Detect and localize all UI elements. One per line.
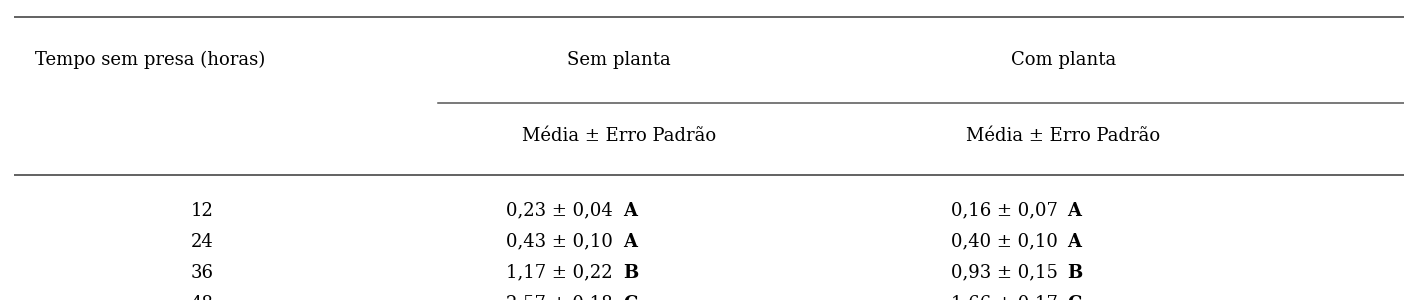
Text: 0,16 ± 0,07: 0,16 ± 0,07 [950,202,1064,220]
Text: 1,17 ± 0,22: 1,17 ± 0,22 [506,264,618,282]
Text: Tempo sem presa (horas): Tempo sem presa (horas) [35,51,265,69]
Text: Com planta: Com planta [1011,51,1116,69]
Text: 1,66 ± 0,17: 1,66 ± 0,17 [950,295,1064,300]
Text: Sem planta: Sem planta [567,51,671,69]
Text: C: C [623,295,637,300]
Text: 0,43 ± 0,10: 0,43 ± 0,10 [506,233,618,251]
Text: 24: 24 [190,233,213,251]
Text: 2,57 ± 0,18: 2,57 ± 0,18 [506,295,618,300]
Text: Média ± Erro Padrão: Média ± Erro Padrão [522,127,716,145]
Text: A: A [1068,233,1082,251]
Text: 0,40 ± 0,10: 0,40 ± 0,10 [950,233,1064,251]
Text: A: A [623,233,637,251]
Text: A: A [623,202,637,220]
Text: 12: 12 [190,202,213,220]
Text: 48: 48 [190,295,213,300]
Text: A: A [1068,202,1082,220]
Text: 0,93 ± 0,15: 0,93 ± 0,15 [950,264,1064,282]
Text: 0,23 ± 0,04: 0,23 ± 0,04 [506,202,618,220]
Text: Média ± Erro Padrão: Média ± Erro Padrão [966,127,1160,145]
Text: B: B [1068,264,1083,282]
Text: B: B [623,264,638,282]
Text: 36: 36 [190,264,213,282]
Text: C: C [1068,295,1082,300]
